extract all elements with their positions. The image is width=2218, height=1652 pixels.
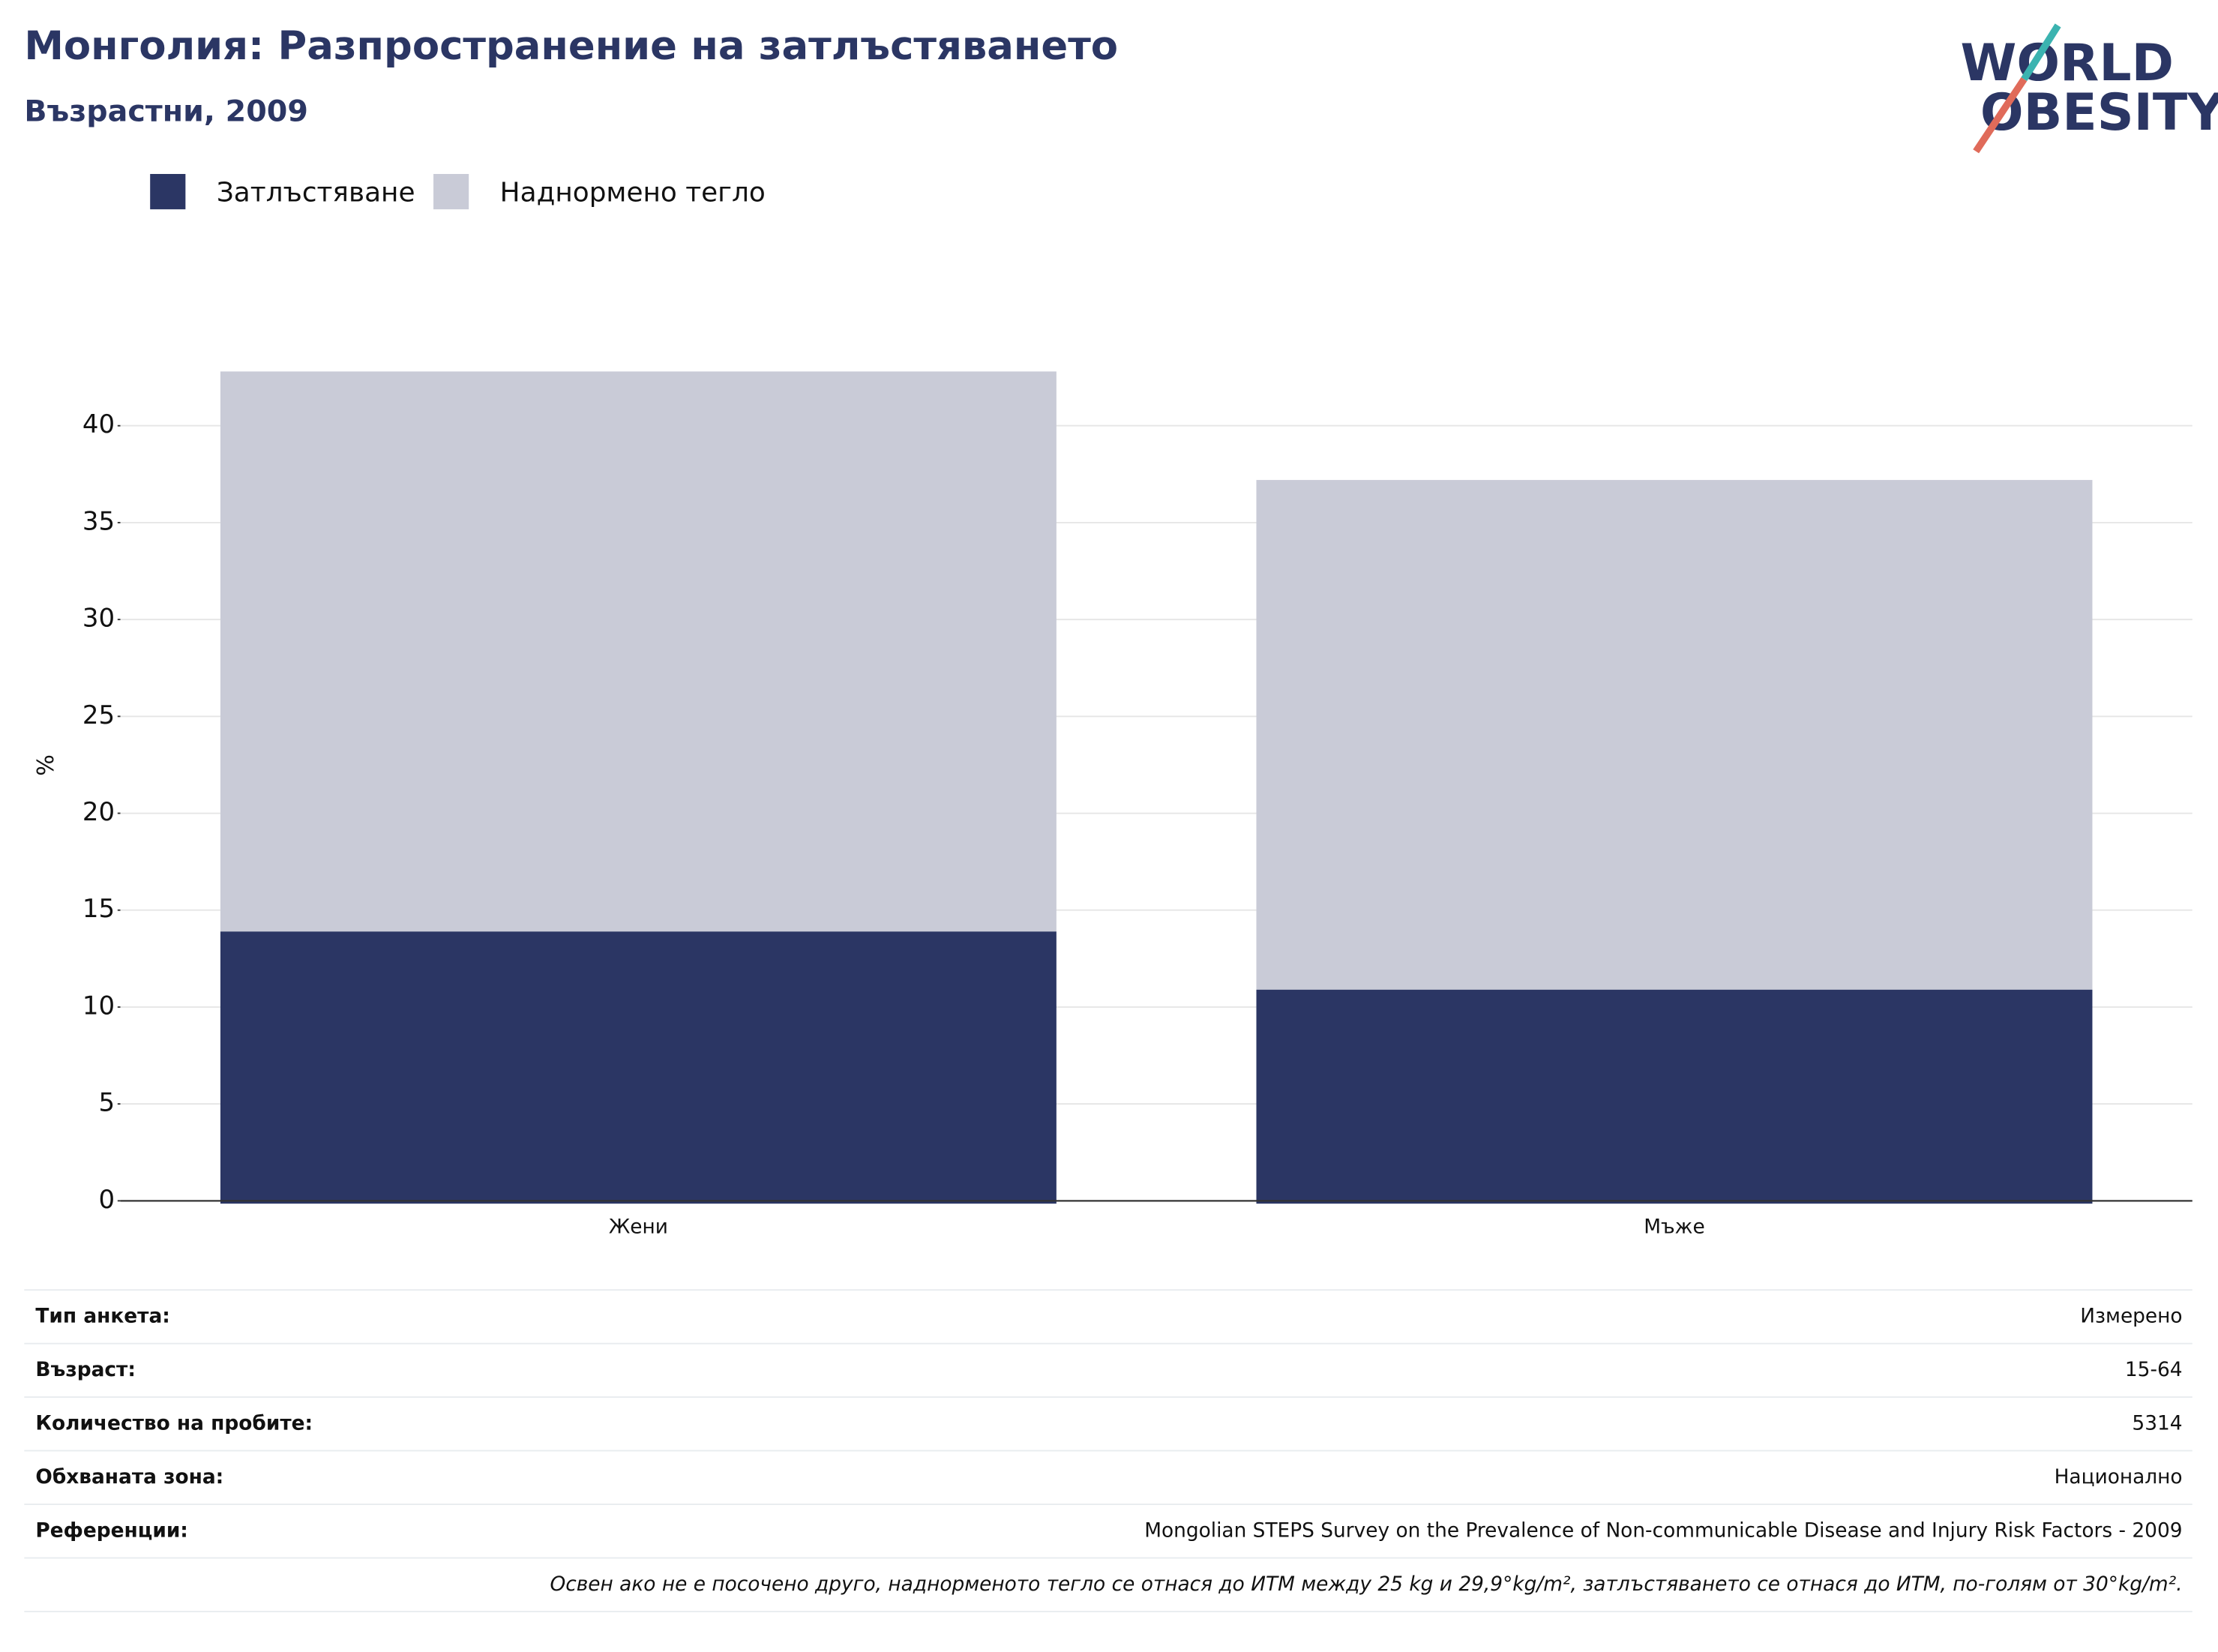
chart-subtitle: Възрастни, 2009 [24,94,308,128]
y-tick-label: 35 [82,506,115,536]
info-value: Mongolian STEPS Survey on the Prevalence… [1144,1519,2182,1542]
y-tick-label: 25 [82,700,115,730]
info-label: Тип анкета: [35,1304,169,1327]
y-axis-label: % [33,754,59,776]
y-tick-label: 30 [82,604,115,634]
legend-swatch [433,173,469,210]
info-value: 5314 [2132,1411,2182,1435]
info-label: Референции: [35,1519,187,1542]
y-tick-label: 5 [98,1088,115,1118]
logo-slash [1973,77,2028,154]
info-value: Национално [2055,1465,2183,1489]
info-label: Обхваната зона: [35,1465,223,1489]
info-value: Измерено [2080,1304,2182,1327]
bar-segment [1256,480,2093,990]
info-label: Количество на пробите: [35,1411,313,1435]
logo-text: OBESITY [1980,83,2218,142]
chart-title: Монголия: Разпространение на затлъстяван… [24,23,1118,69]
y-tick-label: 40 [82,409,115,439]
x-tick-label: Жени [609,1216,668,1239]
y-tick-label: 0 [98,1185,115,1215]
logo-text: WORLD [1960,34,2173,93]
legend-swatch [150,173,186,210]
y-tick-label: 15 [82,894,115,924]
y-tick-label: 20 [82,797,115,827]
y-tick-label: 10 [82,991,115,1021]
bar-segment [220,371,1057,932]
x-tick-label: Мъже [1644,1216,1704,1239]
info-value: 15-64 [2125,1358,2183,1381]
info-label: Възраст: [35,1358,135,1381]
logo-slash [2021,23,2061,82]
legend-label: Затлъстяване [217,177,415,208]
legend-label: Наднормено тегло [500,177,766,208]
logo: WORLD OBESITY [1960,23,2218,154]
bar-segment [1256,989,2093,1204]
footnote: Освен ако не е посочено друго, наднормен… [550,1573,2182,1596]
bar-segment [220,931,1057,1204]
